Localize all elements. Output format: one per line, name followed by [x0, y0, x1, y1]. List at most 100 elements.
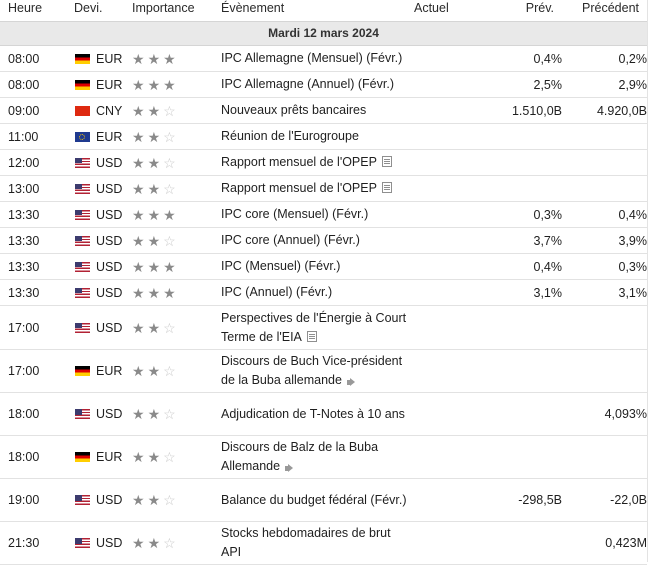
table-row[interactable]: 13:30 USD ★ ★ ★ IPC core (Mensuel) (Févr.) 0,3… — [0, 202, 647, 228]
event-time: 17:00 — [8, 364, 40, 378]
event-title[interactable]: IPC core (Annuel) (Févr.) — [221, 233, 360, 247]
star-empty-icon: ☆ — [163, 406, 176, 422]
table-row[interactable]: 17:00 EUR ★ ★ ☆ Discours de Buch Vice-préside… — [0, 350, 647, 393]
currency-code: CNY — [96, 103, 123, 118]
event-time: 18:00 — [8, 407, 40, 421]
forecast-value: 1.510,0B — [511, 103, 562, 118]
currency-code: USD — [96, 536, 123, 550]
event-name[interactable]: IPC (Mensuel) (Févr.) — [221, 257, 414, 276]
event-name[interactable]: Discours de Balz de la Buba Allemande — [221, 438, 414, 476]
currency-code: USD — [96, 181, 123, 196]
event-title[interactable]: Discours de Balz de la Buba Allemande — [221, 440, 379, 473]
table-row[interactable]: 12:00 USD ★ ★ ☆ Rapport mensuel de l'OPEP — [0, 150, 647, 176]
star-empty-icon: ☆ — [163, 492, 176, 508]
event-name[interactable]: IPC core (Mensuel) (Févr.) — [221, 205, 414, 224]
forecast-value: 0,3% — [533, 207, 563, 222]
table-row[interactable]: 13:30 USD ★ ★ ★ IPC (Mensuel) (Févr.) 0,4% 0,3% — [0, 254, 647, 280]
event-name[interactable]: Perspectives de l'Énergie à Court Terme … — [221, 309, 414, 347]
table-row[interactable]: 21:30 USD ★ ★ ☆ Stocks hebdomadaires de brut … — [0, 522, 647, 565]
star-empty-icon: ☆ — [163, 535, 176, 551]
event-name[interactable]: Adjudication de T-Notes à 10 ans — [221, 405, 414, 424]
event-time: 11:00 — [8, 129, 39, 144]
star-filled-icon: ★ — [163, 76, 176, 93]
event-name[interactable]: IPC (Annuel) (Févr.) — [221, 283, 414, 302]
previous-value: 0,3% — [618, 259, 648, 274]
event-time: 08:00 — [8, 77, 40, 92]
importance-stars: ★ ★ ☆ — [132, 182, 221, 196]
event-name[interactable]: IPC core (Annuel) (Févr.) — [221, 231, 414, 250]
event-name[interactable]: Réunion de l'Eurogroupe — [221, 127, 414, 146]
event-title[interactable]: Perspectives de l'Énergie à Court Terme … — [221, 310, 407, 344]
table-row[interactable]: 19:00 USD ★ ★ ☆ Balance du budget fédéral (Fé… — [0, 479, 647, 522]
currency-code: USD — [96, 407, 123, 421]
star-filled-icon: ★ — [132, 206, 145, 223]
importance-stars: ★ ★ ☆ — [132, 536, 221, 550]
table-row[interactable]: 17:00 USD ★ ★ ☆ Perspectives de l'Énergie à C… — [0, 306, 647, 350]
table-row[interactable]: 13:30 USD ★ ★ ☆ IPC core (Annuel) (Févr.) 3,7%… — [0, 228, 647, 254]
us-flag-icon — [75, 183, 90, 194]
event-title[interactable]: IPC core (Mensuel) (Févr.) — [221, 207, 369, 221]
event-name[interactable]: IPC Allemagne (Annuel) (Févr.) — [221, 75, 414, 94]
event-title[interactable]: Réunion de l'Eurogroupe — [221, 129, 359, 143]
header-actual[interactable]: Actuel — [414, 1, 449, 15]
star-filled-icon: ★ — [132, 449, 145, 465]
table-row[interactable]: 08:00 EUR ★ ★ ★ IPC Allemagne (Mensuel) (Févr… — [0, 46, 647, 72]
event-title[interactable]: IPC (Mensuel) (Févr.) — [221, 259, 341, 273]
event-name[interactable]: Rapport mensuel de l'OPEP — [221, 179, 414, 198]
table-row[interactable]: 11:00 EUR ★ ★ ☆ Réunion de l'Eurogroupe — [0, 124, 647, 150]
header-forecast[interactable]: Prév. — [525, 1, 554, 15]
table-row[interactable]: 08:00 EUR ★ ★ ★ IPC Allemagne (Annuel) (Févr.… — [0, 72, 647, 98]
event-title[interactable]: Nouveaux prêts bancaires — [221, 103, 367, 117]
table-row[interactable]: 13:00 USD ★ ★ ☆ Rapport mensuel de l'OPEP — [0, 176, 647, 202]
previous-value: 4.920,0B — [596, 103, 647, 118]
event-name[interactable]: Stocks hebdomadaires de brut API — [221, 524, 414, 562]
star-empty-icon: ☆ — [163, 102, 176, 119]
currency-code: EUR — [96, 364, 123, 378]
de-flag-icon — [75, 366, 90, 376]
header-importance[interactable]: Importance — [132, 1, 195, 15]
event-time: 12:00 — [8, 155, 40, 170]
header-previous[interactable]: Précédent — [582, 1, 639, 15]
event-title[interactable]: Discours de Buch Vice-président de la Bu… — [221, 354, 403, 387]
star-filled-icon: ★ — [147, 492, 161, 508]
event-title[interactable]: Rapport mensuel de l'OPEP — [221, 181, 377, 195]
document-icon — [381, 182, 392, 193]
star-filled-icon: ★ — [147, 406, 161, 422]
star-filled-icon: ★ — [132, 319, 145, 336]
header-time[interactable]: Heure — [8, 1, 43, 15]
event-currency: USD — [66, 536, 132, 550]
event-title[interactable]: IPC Allemagne (Mensuel) (Févr.) — [221, 51, 403, 65]
header-currency[interactable]: Devi. — [74, 1, 103, 15]
event-title[interactable]: IPC Allemagne (Annuel) (Févr.) — [221, 77, 394, 91]
event-list: 08:00 EUR ★ ★ ★ IPC Allemagne (Mensuel) (Févr… — [0, 46, 647, 565]
table-row[interactable]: 09:00 CNY ★ ★ ☆ Nouveaux prêts bancaires 1.510… — [0, 98, 647, 124]
table-row[interactable]: 18:00 USD ★ ★ ☆ Adjudication de T-Notes à 10 … — [0, 393, 647, 436]
table-row[interactable]: 13:30 USD ★ ★ ★ IPC (Annuel) (Févr.) 3,1% 3,1% — [0, 280, 647, 306]
event-title[interactable]: Balance du budget fédéral (Févr.) — [221, 492, 407, 507]
table-row[interactable]: 18:00 EUR ★ ★ ☆ Discours de Balz de la Buba A… — [0, 436, 647, 479]
star-filled-icon: ★ — [163, 284, 176, 301]
importance-stars: ★ ★ ★ — [132, 52, 221, 66]
header-event[interactable]: Évènement — [221, 1, 285, 15]
event-name[interactable]: IPC Allemagne (Mensuel) (Févr.) — [221, 49, 414, 68]
event-title[interactable]: Rapport mensuel de l'OPEP — [221, 155, 377, 169]
event-name[interactable]: Nouveaux prêts bancaires — [221, 101, 414, 120]
currency-code: USD — [96, 493, 123, 507]
previous-value: 3,1% — [618, 285, 648, 300]
table-header: Heure Devi. Importance Évènement Actuel … — [0, 0, 647, 20]
event-time: 13:30 — [8, 285, 40, 300]
currency-code: USD — [96, 259, 123, 274]
star-filled-icon: ★ — [132, 102, 145, 119]
event-name[interactable]: Discours de Buch Vice-président de la Bu… — [221, 352, 414, 390]
currency-code: USD — [96, 233, 123, 248]
event-title[interactable]: Stocks hebdomadaires de brut API — [221, 526, 391, 559]
event-time: 08:00 — [8, 51, 40, 66]
event-name[interactable]: Balance du budget fédéral (Févr.) — [221, 491, 414, 510]
star-empty-icon: ☆ — [163, 180, 176, 197]
previous-value: 4,093% — [604, 407, 647, 421]
event-name[interactable]: Rapport mensuel de l'OPEP — [221, 153, 414, 172]
event-title[interactable]: Adjudication de T-Notes à 10 ans — [221, 406, 405, 421]
currency-code: USD — [96, 207, 123, 222]
event-title[interactable]: IPC (Annuel) (Févr.) — [221, 285, 333, 299]
